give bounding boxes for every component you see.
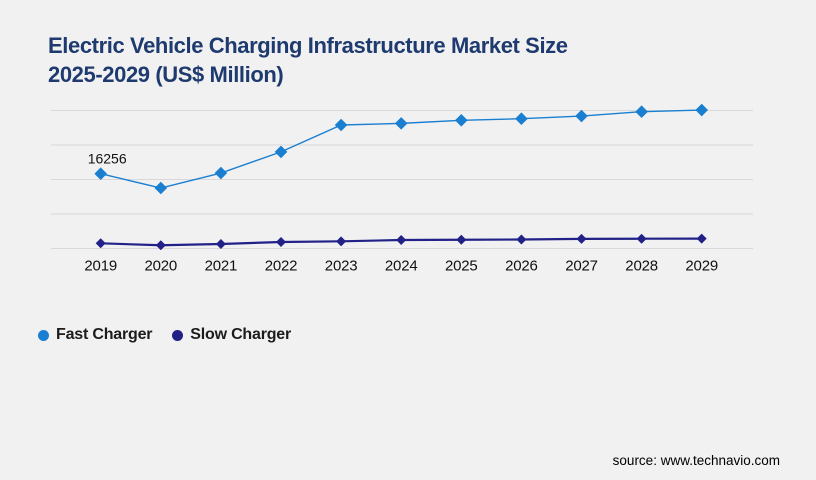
data-point-marker-icon — [515, 112, 528, 125]
data-point-marker-icon — [696, 233, 707, 244]
x-axis-label: 2028 — [625, 258, 658, 275]
data-point-marker-icon — [394, 117, 408, 130]
data-point-marker-icon — [695, 103, 708, 117]
x-axis-label: 2026 — [505, 258, 538, 275]
chart-title-line1: Electric Vehicle Charging Infrastructure… — [48, 32, 568, 58]
x-axis-label: 2025 — [445, 258, 478, 275]
x-axis-label: 2029 — [685, 258, 718, 275]
data-point-marker-icon — [576, 233, 587, 244]
x-axis-label: 2027 — [565, 258, 598, 275]
x-axis-label: 2022 — [265, 258, 298, 275]
source-attribution: source: www.technavio.com — [612, 453, 780, 468]
slow-charger-legend-dot-icon — [172, 329, 184, 341]
x-axis-label: 2021 — [205, 258, 238, 275]
legend-label-fast-charger: Fast Charger — [56, 326, 153, 343]
data-point-marker-icon — [396, 234, 407, 245]
x-axis-label: 2023 — [325, 258, 358, 275]
data-point-marker-icon — [455, 113, 468, 127]
data-point-marker-icon — [155, 240, 166, 251]
legend-label-slow-charger: Slow Charger — [190, 326, 292, 343]
chart-title: Electric Vehicle Charging Infrastructure… — [48, 31, 568, 89]
data-point-marker-icon — [154, 181, 168, 195]
line-chart: 2019 2020 2021 2022 2023 2024 2025 2026 2027 2028… — [51, 103, 753, 275]
data-point-marker-icon — [575, 109, 588, 123]
chart-title-line2: 2025-2029 (US$ Million) — [48, 61, 284, 87]
x-axis-label: 2024 — [385, 258, 418, 275]
data-point-label: 16256 — [88, 151, 127, 167]
data-point-marker-icon — [334, 118, 348, 132]
legend-item-slow-charger: Slow Charger — [172, 326, 291, 344]
data-point-marker-icon — [516, 234, 527, 245]
data-point-marker-icon — [336, 236, 347, 247]
data-point-marker-icon — [636, 233, 647, 244]
data-point-marker-icon — [214, 166, 228, 180]
data-point-marker-icon — [274, 145, 288, 159]
data-point-marker-icon — [215, 238, 226, 249]
data-point-marker-icon — [635, 105, 648, 118]
data-point-marker-icon — [94, 167, 107, 181]
x-axis-label: 2019 — [84, 258, 117, 275]
data-point-marker-icon — [456, 234, 467, 245]
chart-legend: Fast Charger Slow Charger — [38, 326, 291, 344]
data-point-marker-icon — [95, 238, 106, 249]
legend-item-fast-charger: Fast Charger — [38, 326, 152, 344]
fast-charger-legend-dot-icon — [38, 329, 49, 341]
x-axis-label: 2020 — [145, 258, 178, 275]
data-point-marker-icon — [276, 237, 286, 248]
